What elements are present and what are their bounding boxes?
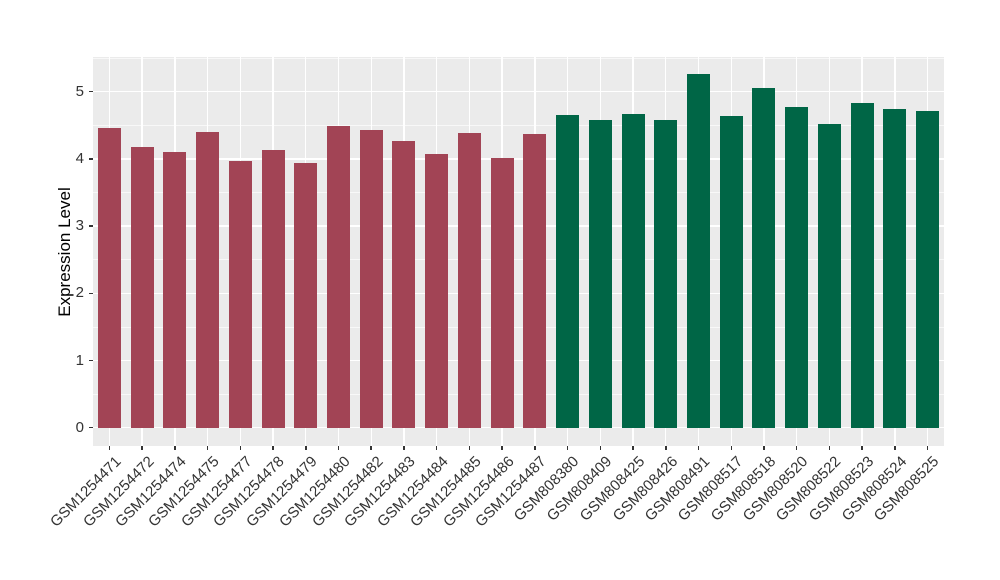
x-tick-mark <box>272 446 274 450</box>
bar-GSM808525 <box>916 111 940 428</box>
x-tick-mark <box>632 446 634 450</box>
x-tick-mark <box>926 446 929 450</box>
major-gridline <box>93 426 944 429</box>
x-tick-mark <box>566 446 569 450</box>
bar-GSM808517 <box>719 115 743 428</box>
bar-GSM808520 <box>785 107 809 428</box>
x-tick-mark <box>697 446 700 450</box>
x-tick-mark <box>370 446 372 450</box>
x-tick-mark <box>665 446 667 450</box>
x-tick-mark <box>763 446 765 450</box>
bar-GSM1254487 <box>523 134 547 428</box>
x-tick-mark <box>894 446 896 450</box>
y-tick-mark <box>89 426 93 429</box>
minor-gridline <box>93 192 944 194</box>
x-tick-mark <box>174 446 176 450</box>
plot-panel <box>93 57 944 446</box>
major-gridline <box>93 225 944 227</box>
bar-GSM1254474 <box>163 151 187 428</box>
bar-GSM1254486 <box>490 158 514 428</box>
y-tick-mark <box>89 292 93 295</box>
bar-GSM808426 <box>654 119 678 428</box>
bar-GSM1254479 <box>294 162 318 428</box>
bar-GSM808524 <box>883 109 907 428</box>
y-tick-mark <box>89 225 93 227</box>
x-tick-mark <box>337 446 340 450</box>
x-tick-mark <box>599 446 602 450</box>
x-tick-mark <box>206 446 209 450</box>
bar-GSM1254483 <box>392 141 416 428</box>
bar-GSM1254471 <box>97 127 121 428</box>
bar-GSM808409 <box>588 119 612 428</box>
x-tick-mark <box>305 446 307 450</box>
y-tick-mark <box>89 359 93 362</box>
bar-GSM1254484 <box>425 153 449 428</box>
bar-GSM1254485 <box>457 133 481 428</box>
bar-GSM1254482 <box>359 130 383 428</box>
major-gridline <box>93 292 944 295</box>
x-tick-mark <box>468 446 471 450</box>
bar-GSM808523 <box>850 103 874 428</box>
minor-gridline <box>93 393 944 395</box>
x-tick-mark <box>795 446 798 450</box>
y-tick-label: 5 <box>75 82 84 100</box>
minor-gridline <box>93 124 944 126</box>
bar-GSM808518 <box>752 88 776 428</box>
x-tick-mark <box>828 446 831 450</box>
bar-GSM1254475 <box>196 132 220 428</box>
bar-GSM808491 <box>687 73 711 428</box>
bar-GSM808380 <box>556 115 580 428</box>
x-tick-mark <box>141 446 143 450</box>
x-tick-mark <box>501 446 503 450</box>
minor-gridline <box>93 259 944 261</box>
bar-GSM1254478 <box>261 150 285 428</box>
bar-GSM808425 <box>621 113 645 428</box>
x-tick-mark <box>730 446 732 450</box>
y-tick-mark <box>89 90 93 93</box>
x-tick-mark <box>861 446 863 450</box>
x-tick-mark <box>534 446 536 450</box>
major-gridline <box>93 90 944 93</box>
y-tick-mark <box>89 158 93 160</box>
x-tick-mark <box>239 446 242 450</box>
bar-GSM1254472 <box>130 147 154 428</box>
x-tick-mark <box>108 446 111 450</box>
x-tick-mark <box>435 446 438 450</box>
y-tick-label: 4 <box>75 149 84 167</box>
y-tick-label: 3 <box>75 217 84 235</box>
bar-GSM1254477 <box>228 160 252 428</box>
y-tick-label: 0 <box>75 418 84 436</box>
x-tick-mark <box>403 446 405 450</box>
y-tick-label: 2 <box>75 284 84 302</box>
minor-gridline <box>93 57 944 59</box>
major-gridline <box>93 359 944 362</box>
major-gridline <box>93 158 944 160</box>
minor-gridline <box>93 326 944 328</box>
y-tick-label: 1 <box>75 351 84 369</box>
bar-GSM1254480 <box>326 125 350 428</box>
bar-GSM808522 <box>817 123 841 428</box>
